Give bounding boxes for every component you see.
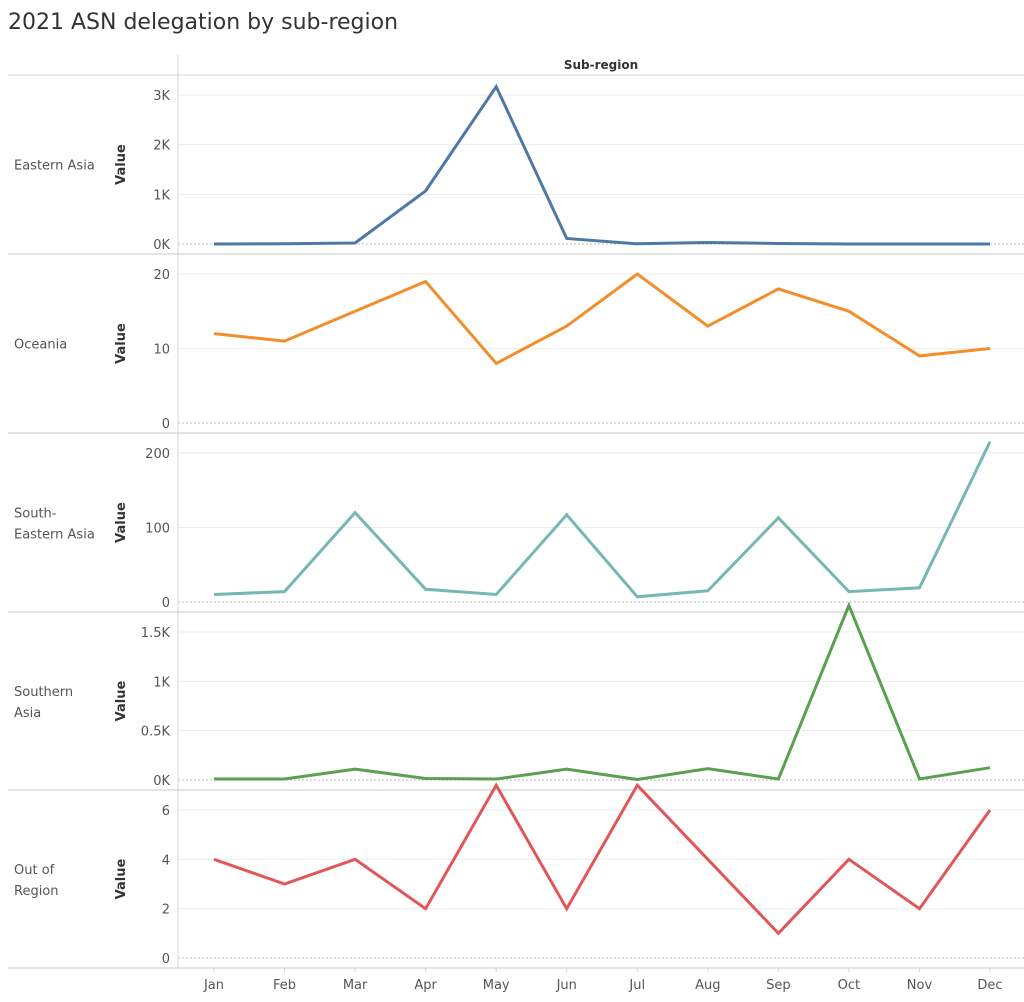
chart-title: 2021 ASN delegation by sub-region	[8, 10, 399, 35]
y-tick-label: 2K	[153, 139, 170, 154]
panel-south-eastern-asia: 0 100 200 South- Eastern Asia Value	[8, 433, 1024, 613]
series-line-south-eastern-asia	[213, 441, 992, 599]
y-tick-label: 0	[162, 417, 170, 432]
facet-header-label: Sub-region	[564, 58, 638, 72]
row-label: Eastern Asia	[14, 159, 95, 174]
series-line-eastern-asia	[213, 83, 990, 246]
row-label: Oceania	[14, 338, 67, 353]
y-axis-title: Value	[114, 858, 129, 899]
x-tick-label: Jun	[556, 978, 577, 993]
panel-southern-asia: 0K 0.5K 1K 1.5K Southern Asia Value	[8, 601, 1024, 791]
x-tick-label: Jan	[203, 978, 224, 993]
x-tick-label: May	[483, 978, 510, 993]
row-label: South-	[14, 507, 57, 522]
y-tick-label: 0	[162, 952, 170, 967]
series-line-oceania	[213, 272, 991, 366]
y-tick-label: 10	[153, 343, 170, 358]
x-tick-label: Aug	[695, 978, 720, 993]
row-label: Region	[14, 884, 59, 899]
y-tick-label: 1.5K	[141, 626, 171, 641]
y-tick-label: 0K	[153, 774, 170, 789]
y-tick-label: 1K	[153, 675, 170, 690]
y-tick-label: 20	[153, 268, 170, 283]
x-tick-label: Dec	[977, 978, 1002, 993]
y-tick-label: 4	[162, 853, 170, 868]
x-tick-label: Oct	[838, 978, 860, 993]
row-label: Eastern Asia	[14, 528, 95, 543]
y-axis-title: Value	[114, 323, 129, 364]
x-tick-label: Jul	[628, 978, 645, 993]
panel-oceania: 0 10 20 Oceania Value	[8, 254, 1024, 434]
y-tick-label: 0	[162, 596, 170, 611]
x-tick-label: Feb	[273, 978, 296, 993]
x-tick-label: Nov	[907, 978, 933, 993]
y-axis-title: Value	[114, 680, 129, 721]
x-tick-label: Sep	[766, 978, 791, 993]
y-tick-label: 1K	[153, 188, 170, 203]
y-tick-label: 6	[162, 804, 170, 819]
y-axis-title: Value	[114, 502, 129, 543]
y-tick-label: 100	[145, 522, 170, 537]
series-line-out-of-region	[213, 782, 992, 936]
y-tick-label: 0.5K	[141, 725, 171, 740]
row-label: Out of	[14, 863, 55, 878]
panel-out-of-region: 0 2 4 6 Out of Region Value	[8, 782, 1024, 969]
row-label: Asia	[14, 706, 41, 721]
x-tick-label: Apr	[414, 978, 437, 993]
y-tick-label: 0K	[153, 238, 170, 253]
y-axis-title: Value	[114, 144, 129, 185]
x-tick-label: Mar	[343, 978, 368, 993]
y-tick-label: 3K	[153, 89, 170, 104]
y-tick-label: 2	[162, 903, 170, 918]
row-label: Southern	[14, 685, 73, 700]
panel-eastern-asia: 0K 1K 2K 3K Eastern Asia Value	[8, 75, 1024, 255]
x-axis: Jan Feb Mar Apr May Jun Jul Aug Sep Oct Nov Dec	[203, 968, 1003, 993]
y-tick-label: 200	[145, 447, 170, 462]
series-line-southern-asia	[214, 601, 991, 782]
